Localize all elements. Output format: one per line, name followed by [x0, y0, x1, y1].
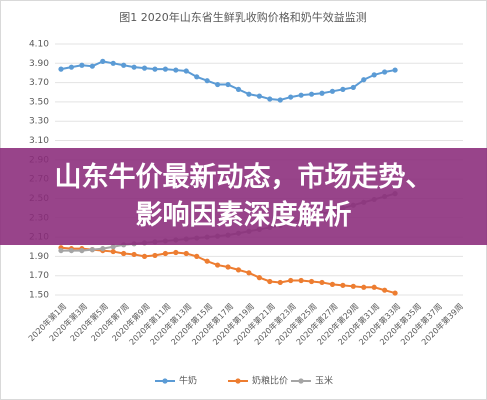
y-tick-label: 1.70 — [29, 271, 49, 281]
y-tick-label: 1.90 — [29, 252, 49, 262]
point — [215, 262, 221, 268]
point — [121, 62, 127, 68]
y-tick-label: 4.10 — [29, 40, 49, 50]
point — [183, 250, 189, 257]
y-tick-label: 1.50 — [29, 291, 49, 301]
y-tick-label: 3.70 — [29, 78, 49, 88]
point — [256, 93, 262, 99]
point — [267, 96, 273, 102]
legend-marker — [298, 378, 304, 384]
point — [340, 86, 346, 92]
point — [162, 66, 168, 72]
point — [319, 90, 325, 96]
point — [79, 62, 85, 68]
point — [58, 247, 64, 254]
point — [329, 281, 336, 287]
point — [131, 64, 137, 70]
point — [277, 97, 283, 103]
point — [68, 64, 75, 70]
point — [100, 58, 106, 64]
y-tick-label: 3.10 — [29, 136, 49, 146]
point — [392, 290, 398, 296]
point — [246, 91, 252, 97]
point — [183, 68, 189, 74]
chart-title: 图1 2020年山东省生鲜乳收购价格和奶牛效益监测 — [119, 10, 367, 24]
point — [340, 282, 346, 288]
point — [100, 246, 106, 252]
point — [277, 279, 283, 286]
point — [288, 277, 294, 284]
banner-headline: 山东牛价最新动态，市场走势、影响因素深度解析 — [54, 161, 433, 231]
point — [110, 248, 116, 255]
y-tick-label: 3.50 — [29, 97, 49, 107]
legend-label: 玉米 — [315, 375, 333, 387]
point — [162, 250, 168, 257]
point — [288, 94, 294, 100]
legend-marker — [235, 378, 241, 384]
y-tick-label: 3.30 — [29, 117, 49, 127]
point — [204, 258, 210, 264]
point — [68, 247, 75, 254]
point — [361, 284, 367, 290]
point — [225, 264, 231, 270]
legend-label: 牛奶 — [179, 375, 197, 387]
point — [361, 77, 367, 83]
point — [350, 84, 356, 91]
point — [152, 252, 158, 259]
point — [329, 88, 336, 94]
point — [173, 67, 179, 73]
point — [382, 287, 388, 293]
point — [235, 86, 242, 92]
point — [392, 67, 398, 73]
point — [110, 60, 116, 66]
point — [152, 66, 158, 72]
point — [382, 69, 388, 75]
point — [298, 92, 304, 98]
point — [173, 249, 179, 256]
point — [235, 267, 242, 273]
point — [89, 247, 95, 253]
point — [319, 279, 325, 286]
point — [215, 81, 221, 88]
point — [121, 250, 127, 257]
point — [371, 72, 377, 78]
point — [194, 74, 200, 80]
point — [267, 278, 273, 285]
banner: 山东牛价最新动态，市场走势、影响因素深度解析 — [0, 148, 487, 245]
point — [298, 277, 304, 284]
point — [194, 253, 200, 259]
point — [256, 275, 262, 281]
point — [225, 81, 231, 88]
point — [371, 284, 377, 290]
y-tick-label: 3.90 — [29, 59, 49, 69]
point — [246, 270, 252, 276]
point — [141, 253, 148, 259]
point — [308, 278, 315, 285]
point — [204, 78, 210, 84]
legend-marker — [162, 378, 168, 384]
point — [110, 244, 116, 250]
point — [79, 247, 85, 254]
point — [308, 91, 315, 97]
point — [350, 283, 356, 289]
point — [89, 63, 95, 69]
point — [141, 65, 148, 71]
legend-label: 奶粮比价 — [252, 375, 288, 387]
point — [58, 66, 64, 72]
point — [131, 251, 137, 258]
